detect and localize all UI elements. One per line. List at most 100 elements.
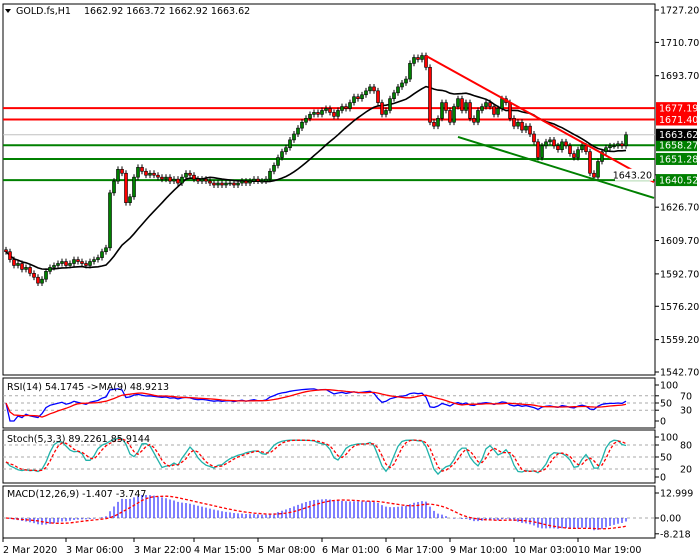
candle-body <box>176 178 180 184</box>
candle-body <box>392 92 396 99</box>
candle-body <box>312 112 316 115</box>
candle-body <box>560 141 564 150</box>
candle-body <box>368 86 372 92</box>
macd-tick-label: -8.218 <box>660 529 691 540</box>
candle-body <box>588 151 592 174</box>
candle-body <box>216 182 220 186</box>
candle-body <box>424 55 428 68</box>
candle <box>616 140 620 149</box>
stoch-main-line <box>5 437 627 476</box>
candle <box>8 248 12 263</box>
candle <box>16 260 20 269</box>
candle <box>220 180 224 188</box>
candle <box>588 148 592 177</box>
candle-body <box>448 110 452 123</box>
price-tick-label-backing <box>615 168 653 181</box>
candle-body <box>156 174 160 178</box>
candle-body <box>496 108 500 115</box>
macd-tick-label: 12.999 <box>660 489 693 500</box>
candle-body <box>608 145 612 149</box>
candle <box>276 154 280 169</box>
candle-body <box>96 257 100 260</box>
candle-body <box>320 110 324 115</box>
candle-body <box>388 98 392 111</box>
candle-body <box>60 261 64 264</box>
price-tick-label: 1609.70 <box>660 236 699 247</box>
candle <box>204 176 208 185</box>
time-tick-label: 10 Mar 19:00 <box>578 545 641 556</box>
candle <box>332 109 336 120</box>
candle <box>96 254 100 263</box>
candle <box>152 170 156 179</box>
candle <box>72 256 76 267</box>
support-price-box <box>656 174 697 187</box>
candle <box>180 174 184 186</box>
candle <box>244 178 248 186</box>
candle-body <box>64 261 68 266</box>
symbol-label: GOLD.fs,H1 <box>16 6 71 17</box>
support-price-label: 1640.52 <box>659 176 698 187</box>
candle-body <box>200 178 204 182</box>
time-tick-label: 5 Mar 08:00 <box>258 545 315 556</box>
candle-body <box>232 182 236 186</box>
candle <box>580 142 584 153</box>
candle-body <box>356 96 360 99</box>
candle <box>352 93 356 106</box>
candle <box>596 158 600 181</box>
candle-body <box>460 98 464 111</box>
main-price-panel[interactable]: 1727.20 1710.70 1693.70 1643.20 1626.70 1609.… <box>2 3 699 379</box>
candle-body <box>492 106 496 115</box>
stoch-signal-line <box>5 438 627 473</box>
candle-body <box>28 267 32 274</box>
candle <box>100 248 104 261</box>
candle <box>404 76 408 86</box>
candle-body <box>240 180 244 184</box>
candle <box>620 140 624 149</box>
candle-body <box>252 178 256 182</box>
candle <box>384 107 388 118</box>
candle <box>188 170 192 179</box>
candle-body <box>124 172 128 203</box>
candle <box>128 193 132 206</box>
candle-body <box>400 82 404 88</box>
candle-body <box>296 127 300 135</box>
candle-body <box>304 118 308 123</box>
candle-body <box>280 151 284 158</box>
candle-body <box>328 108 332 113</box>
candle <box>600 148 604 165</box>
candle-body <box>264 178 268 182</box>
candle-body <box>444 102 448 111</box>
candle-body <box>112 180 116 194</box>
candle-body <box>228 182 232 185</box>
candle <box>544 138 548 149</box>
candle-body <box>592 172 596 178</box>
candle <box>324 105 328 114</box>
candle-body <box>224 182 228 186</box>
candle-body <box>408 63 412 80</box>
candle <box>120 166 124 177</box>
time-tick-label: 4 Mar 15:00 <box>194 545 251 556</box>
candle <box>476 107 480 126</box>
candle <box>552 136 556 149</box>
candle-body <box>476 110 480 123</box>
candle <box>444 99 448 114</box>
candle-body <box>120 169 124 174</box>
candle <box>528 123 532 137</box>
candle <box>372 83 376 94</box>
candle <box>344 103 348 112</box>
candle-body <box>108 192 112 249</box>
candle-body <box>284 147 288 152</box>
candle-body <box>420 55 424 60</box>
candle-body <box>580 145 584 150</box>
candle <box>156 172 160 181</box>
macd-panel[interactable]: 12.999 0.00 -8.218 <box>2 485 693 540</box>
support-price-box <box>656 139 697 152</box>
candle-body <box>456 98 460 107</box>
support-price-label: 1658.27 <box>659 141 698 152</box>
candle-body <box>56 263 60 266</box>
triangle-down-icon[interactable] <box>5 9 11 13</box>
candle <box>376 87 380 106</box>
